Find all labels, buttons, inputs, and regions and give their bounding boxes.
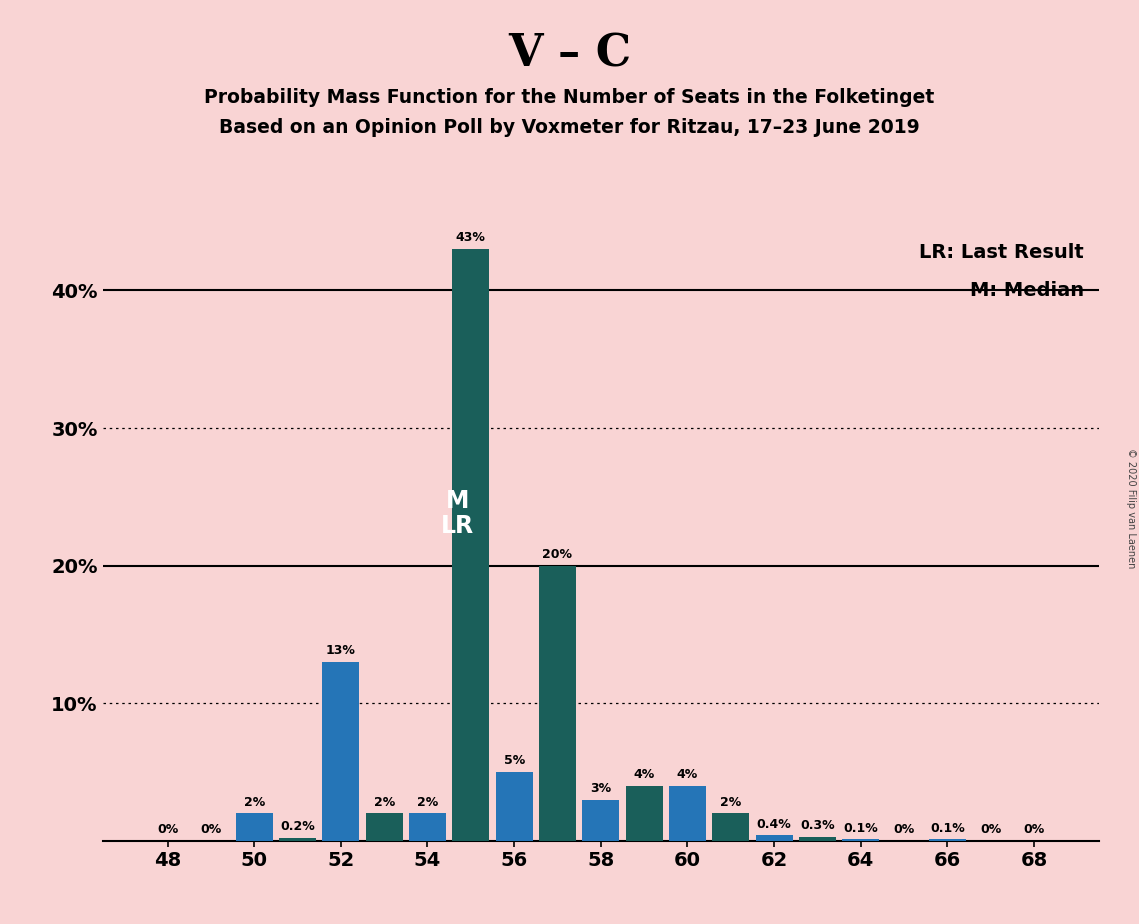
Text: 0.1%: 0.1% [844,821,878,834]
Text: 2%: 2% [417,796,439,808]
Bar [929,840,966,841]
Bar [539,565,576,841]
Text: 13%: 13% [326,644,355,657]
Bar [366,813,402,841]
Text: © 2020 Filip van Laenen: © 2020 Filip van Laenen [1125,448,1136,568]
Text: 0.3%: 0.3% [801,819,835,832]
Text: 5%: 5% [503,754,525,767]
Text: 0%: 0% [200,823,221,836]
Text: Based on an Opinion Poll by Voxmeter for Ritzau, 17–23 June 2019: Based on an Opinion Poll by Voxmeter for… [219,118,920,138]
Text: 0.1%: 0.1% [931,821,965,834]
Bar [756,835,793,841]
Bar [800,837,836,841]
Text: 0.2%: 0.2% [280,821,314,833]
Bar [452,249,490,841]
Text: 2%: 2% [244,796,264,808]
Bar [712,813,749,841]
Bar [843,840,879,841]
Bar [409,813,445,841]
Text: 4%: 4% [677,768,698,781]
Text: 2%: 2% [374,796,395,808]
Text: 2%: 2% [720,796,741,808]
Text: 0%: 0% [157,823,178,836]
Text: 43%: 43% [456,231,485,244]
Text: V – C: V – C [508,32,631,76]
Bar [625,785,663,841]
Text: Probability Mass Function for the Number of Seats in the Folketinget: Probability Mass Function for the Number… [204,88,935,107]
Bar [322,662,359,841]
Bar [582,799,620,841]
Bar [279,838,316,841]
Text: 4%: 4% [633,768,655,781]
Text: 0%: 0% [981,823,1001,836]
Text: M
LR: M LR [441,489,474,538]
Bar [236,813,272,841]
Bar [495,772,533,841]
Text: 0.4%: 0.4% [756,818,792,831]
Text: LR: Last Result: LR: Last Result [919,243,1084,261]
Text: 20%: 20% [542,548,573,561]
Text: 0%: 0% [1024,823,1044,836]
Text: M: Median: M: Median [970,281,1084,299]
Text: 3%: 3% [590,782,612,795]
Text: 0%: 0% [893,823,915,836]
Bar [669,785,706,841]
